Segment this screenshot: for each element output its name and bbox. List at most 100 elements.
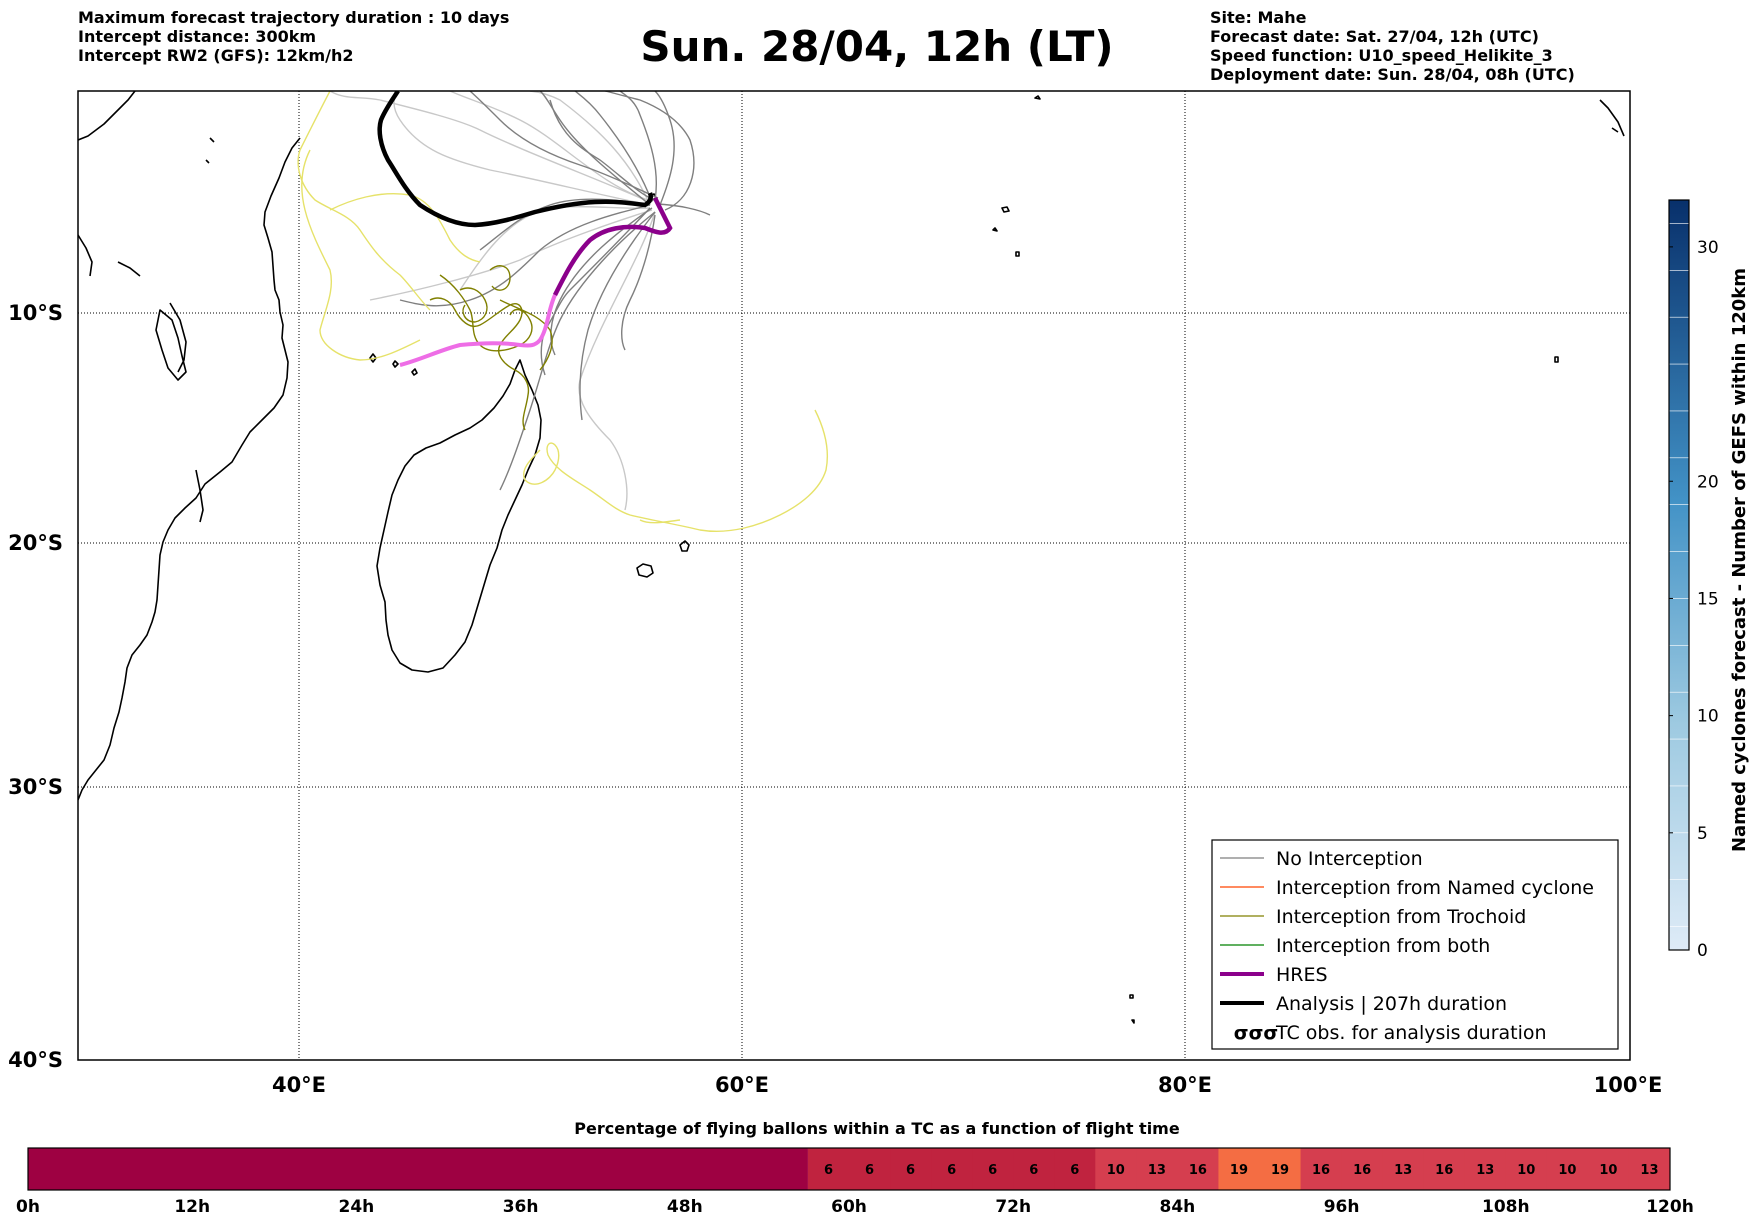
flight-bar-time-label: 0h [16, 1197, 40, 1217]
flight-bar-value: 19 [1230, 1163, 1248, 1178]
trajectory-yellow [297, 91, 431, 311]
colorbar: 0 5 10 15 20 30 Named cyclones forecast - Num… [1668, 199, 1750, 961]
flight-bar-cell [1382, 1148, 1425, 1190]
lake-malawi [195, 469, 204, 523]
trajectory-dark [399, 204, 651, 307]
legend-box [1211, 839, 1619, 1050]
lon-tick-label: 40°E [272, 1073, 326, 1097]
madagascar-coastline [376, 359, 542, 673]
trajectory-light [369, 209, 653, 301]
trajectory-dark [654, 91, 675, 206]
legend-label: Interception from Named cyclone [1276, 877, 1594, 899]
flight-bar-cell [972, 1148, 1014, 1190]
colorbar-frame [1668, 199, 1690, 951]
flight-time-bar: Percentage of flying ballons within a TC… [16, 1119, 1694, 1217]
coastlines [78, 91, 1625, 1024]
flight-bar-cell [849, 1148, 891, 1190]
trajectory-olive [499, 299, 553, 371]
colorbar-tick-label: 15 [1697, 589, 1719, 609]
header-left-line: Maximum forecast trajectory duration : 1… [78, 8, 510, 27]
africa-coastline [78, 137, 301, 801]
flight-bar-time-label: 24h [339, 1197, 375, 1217]
trajectory-yellow [523, 409, 829, 533]
flight-bar-value: 13 [1476, 1163, 1494, 1178]
flight-bar-cell [1218, 1148, 1260, 1190]
trajectory-yellow [639, 519, 681, 524]
flight-bar-time-label: 12h [174, 1197, 210, 1217]
trajectory-light [329, 91, 646, 201]
lake-victoria [155, 309, 187, 381]
page-title: Sun. 28/04, 12h (LT) [640, 22, 1114, 71]
trajectory-olive [439, 274, 533, 352]
trajectory-layer [297, 91, 829, 533]
trajectory-dark [619, 91, 658, 201]
tc-obs-icon: σσσ [1234, 1022, 1278, 1044]
trajectory-yellow [329, 192, 481, 263]
flight-bar-value: 10 [1558, 1163, 1576, 1178]
graticule [78, 91, 1630, 1060]
lon-tick-label: 100°E [1594, 1073, 1663, 1097]
chagos-islands [1129, 356, 1559, 1024]
flight-bar-cell [1341, 1148, 1384, 1190]
trajectory-olive [429, 297, 530, 431]
colorbar-gradient [1669, 200, 1689, 950]
flight-bar-time-label: 72h [995, 1197, 1031, 1217]
flight-bar-time-label: 108h [1482, 1197, 1530, 1217]
flight-bar-value: 16 [1353, 1163, 1371, 1178]
legend-label: Analysis | 207h duration [1276, 993, 1507, 1015]
flight-bar-cell [1300, 1148, 1343, 1190]
flight-bar-time-label: 96h [1324, 1197, 1360, 1217]
legend-label: Interception from both [1276, 935, 1490, 957]
flight-bar-value: 13 [1640, 1163, 1658, 1178]
flight-bar-cell [1177, 1148, 1219, 1190]
flight-bar-value: 6 [824, 1163, 833, 1178]
trajectory-dark [579, 211, 656, 421]
lat-tick-label: 40°S [8, 1048, 63, 1072]
header-right: Site: Mahe Forecast date: Sat. 27/04, 12… [1210, 8, 1575, 84]
colorbar-ticks: 0 5 10 15 20 30 [1669, 238, 1719, 961]
legend: No Interception Interception from Named c… [1211, 839, 1619, 1050]
legend-item: Interception from Named cyclone [1220, 877, 1594, 899]
flight-bar-zero-segment [28, 1148, 808, 1190]
header-right-line: Speed function: U10_speed_Helikite_3 [1210, 46, 1553, 65]
horn-of-africa-coast [78, 234, 187, 373]
trajectory-dark [539, 91, 651, 206]
header-right-line: Site: Mahe [1210, 8, 1307, 27]
flight-bar-value: 6 [947, 1163, 956, 1178]
flight-bar-cell [931, 1148, 973, 1190]
trajectory-yellow [301, 149, 421, 361]
lon-tick-label: 80°E [1158, 1073, 1212, 1097]
legend-item: Interception from Trochoid [1220, 906, 1526, 928]
legend-item: Analysis | 207h duration [1220, 993, 1507, 1015]
yellow-trajectories [297, 91, 829, 533]
trajectory-dark [574, 91, 653, 203]
flight-bar-cell [1095, 1148, 1137, 1190]
flight-bar-value: 6 [865, 1163, 874, 1178]
flight-bar-cell [1587, 1148, 1630, 1190]
flight-bar-value: 16 [1189, 1163, 1207, 1178]
lat-tick-label: 30°S [8, 775, 63, 799]
flight-bar-value: 6 [906, 1163, 915, 1178]
lat-tick-label: 20°S [8, 531, 63, 555]
arabian-coast [78, 91, 136, 141]
flight-bar-value: 6 [1070, 1163, 1079, 1178]
flight-bar-time-label: 48h [667, 1197, 703, 1217]
flight-bar-value: 10 [1107, 1163, 1125, 1178]
flight-bar-value: 16 [1435, 1163, 1453, 1178]
trajectory-light [393, 91, 651, 206]
legend-item: Interception from both [1220, 935, 1490, 957]
flight-bar-cell [1259, 1148, 1302, 1190]
trajectory-dark [540, 207, 651, 376]
trajectory-light [449, 91, 649, 201]
colorbar-tick-label: 0 [1697, 941, 1708, 961]
flight-bar-cell [1628, 1148, 1671, 1190]
flight-bar-value: 13 [1148, 1163, 1166, 1178]
light-grey-trajectories [329, 91, 656, 511]
north-islands [205, 95, 1625, 164]
legend-label: No Interception [1276, 848, 1423, 870]
trajectory-dark [499, 211, 656, 491]
trajectory-dark [469, 91, 659, 199]
colorbar-label: Named cyclones forecast - Number of GEFS… [1729, 268, 1750, 852]
flight-bar-value: 13 [1394, 1163, 1412, 1178]
map-frame [77, 90, 1631, 1061]
